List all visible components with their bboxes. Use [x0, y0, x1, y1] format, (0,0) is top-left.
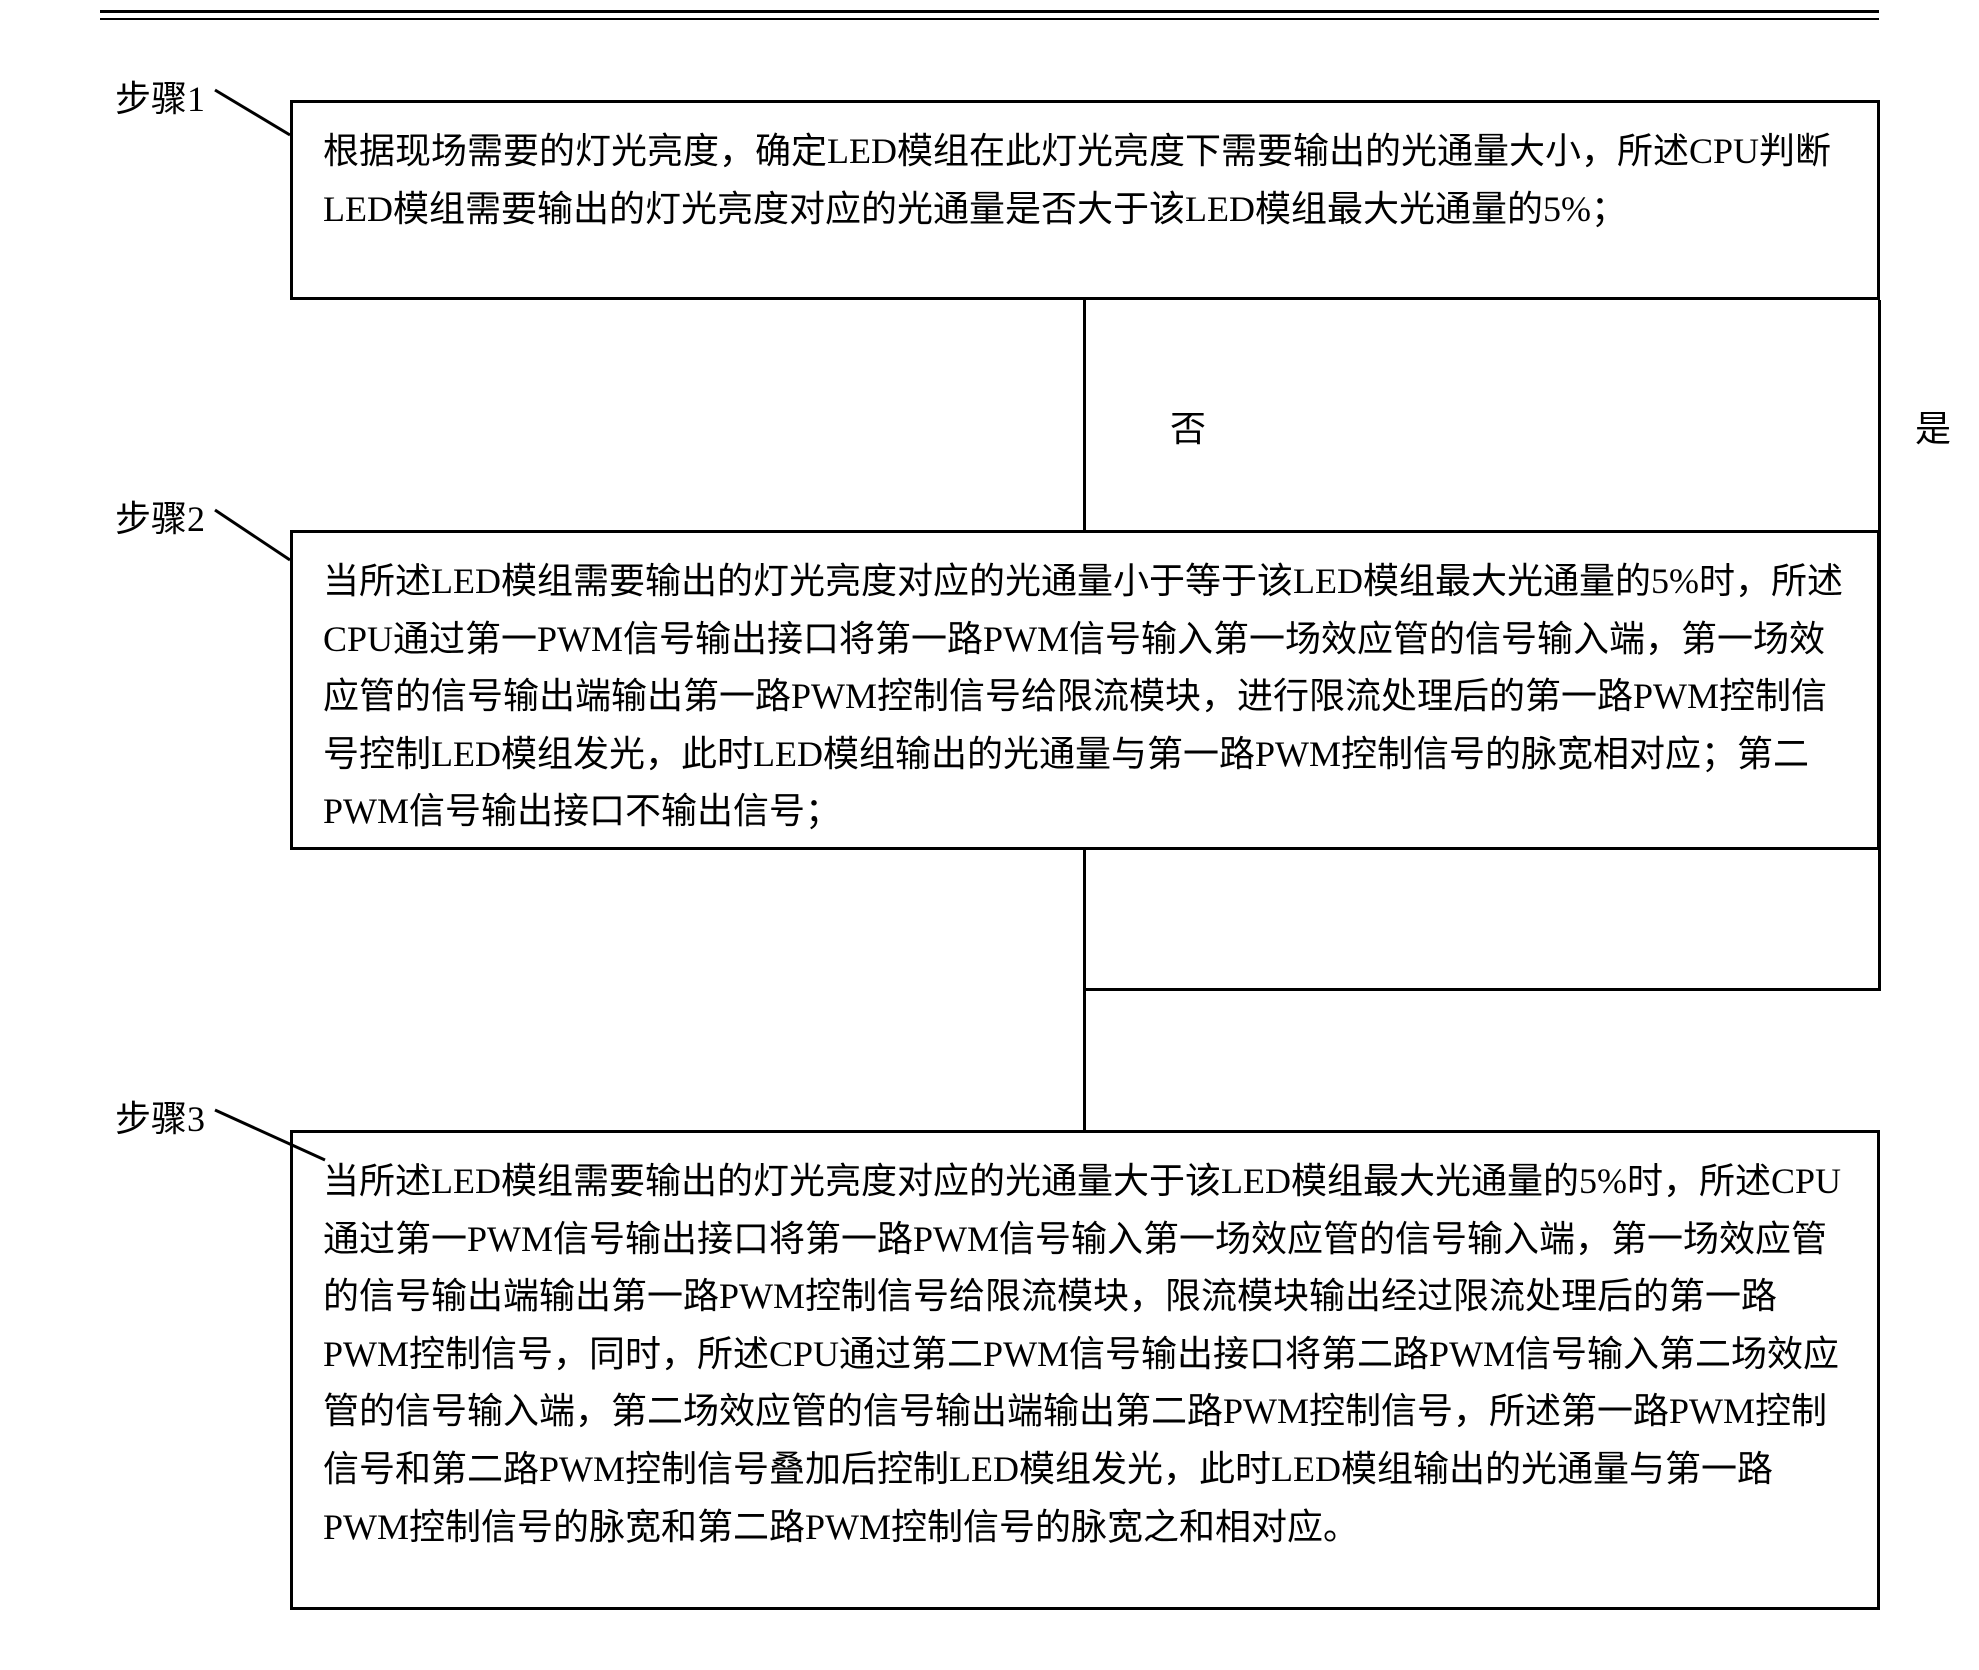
- edge-step1-step2-label: 否: [1170, 400, 1206, 452]
- edge-merge-step3-vline: [1083, 988, 1086, 1130]
- step3-label-connector: [0, 0, 400, 1300]
- edge-merge-hline: [1083, 988, 1881, 991]
- flowchart-container: 步骤1 根据现场需要的灯光亮度，确定LED模组在此灯光亮度下需要输出的光通量大小…: [0, 0, 1979, 1670]
- edge-step2-merge-vline: [1083, 850, 1086, 990]
- step2-box: 当所述LED模组需要输出的灯光亮度对应的光通量小于等于该LED模组最大光通量的5…: [290, 530, 1880, 850]
- edge-step1-step2-line: [1083, 300, 1086, 530]
- edge-step1-step3-label: 是: [1915, 400, 1951, 452]
- step1-box: 根据现场需要的灯光亮度，确定LED模组在此灯光亮度下需要输出的光通量大小，所述C…: [290, 100, 1880, 300]
- step3-box: 当所述LED模组需要输出的灯光亮度对应的光通量大于该LED模组最大光通量的5%时…: [290, 1130, 1880, 1610]
